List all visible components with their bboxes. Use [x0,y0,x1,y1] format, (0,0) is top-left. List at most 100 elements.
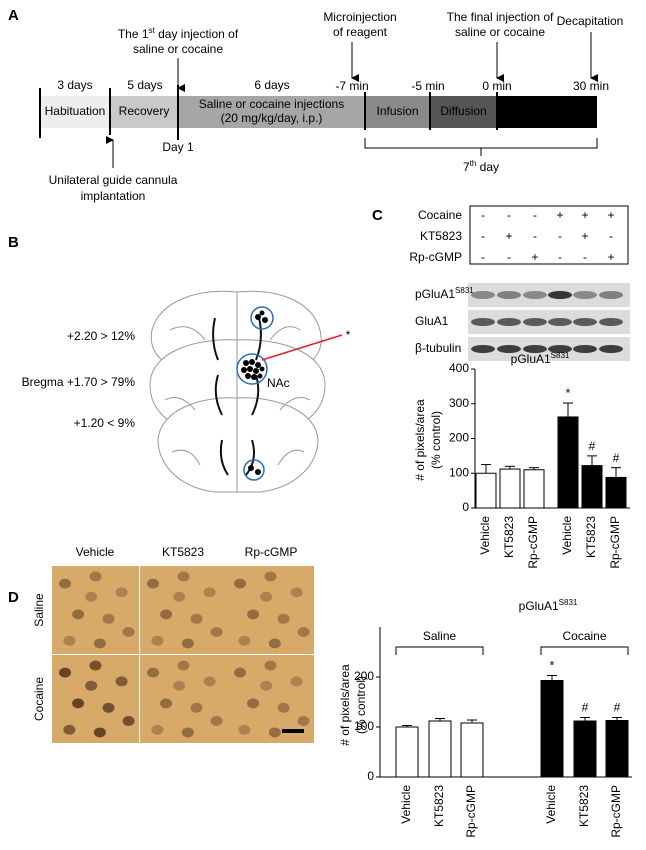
timeline-segment [430,96,497,128]
y-tick-label: 200 [354,669,374,683]
bar [540,680,564,778]
y-tick-label: 0 [462,500,469,514]
label: Saline [32,593,46,627]
blot-band [573,345,597,353]
scale-bar [282,729,304,733]
nucleus [160,609,173,620]
segment-label: Habituation [45,104,106,118]
segment-label: Recovery [119,104,170,118]
blot-band [471,291,495,299]
superscript: S831 [455,286,474,295]
x-tick-label: Vehicle [478,516,492,555]
y-axis-label: # of pixels/area [338,664,352,746]
label: 3 days [57,78,92,92]
nucleus [72,698,85,709]
nucleus [115,676,128,687]
nucleus [297,716,310,726]
blot-band [523,291,547,299]
nucleus [177,571,190,582]
x-tick-label: KT5823 [584,516,598,558]
segment-label: Infusion [376,104,418,118]
bar [499,468,521,509]
nucleus [173,680,186,691]
label: Cocaine [32,677,46,721]
bar [605,476,627,509]
label: -7 min [335,79,368,93]
label: Vehicle [76,545,115,559]
nucleus [147,578,160,589]
x-tick-label: Rp-cGMP [608,516,622,569]
nucleus [277,613,290,624]
nucleus [297,627,310,637]
treatment-sign: - [533,229,537,243]
nucleus [160,698,173,709]
significance-marker: * [566,386,571,400]
superscript: st [149,26,156,35]
nucleus [234,578,247,589]
label: +1.20 < 9% [74,416,136,430]
brain-diagram [149,290,326,493]
treatment-sign: + [581,229,588,243]
treatment-sign: - [481,208,485,222]
label: The final injection of [447,10,554,24]
group-label: Cocaine [562,629,606,643]
treatment-sign: - [481,250,485,264]
blot-band [599,345,623,353]
nucleus [72,609,85,620]
nucleus [234,667,247,678]
nucleus [93,727,106,738]
treatment-box [469,205,629,265]
y-tick-label: 0 [367,769,374,783]
bracket [364,138,598,156]
y-tick-label: 300 [449,396,469,410]
y-tick-label: 100 [449,465,469,479]
nucleus [102,702,115,713]
text-part: pGluA1 [511,352,551,366]
group-bracket [540,646,629,655]
nucleus [181,638,194,649]
nucleus [203,587,216,598]
label: implantation [81,189,146,203]
treatment-sign: + [607,208,614,222]
treatment-sign: + [556,208,563,222]
treatment-sign: - [507,208,511,222]
nucleus [290,587,303,598]
superscript: S831 [551,351,570,360]
nucleus [93,638,106,649]
blot-band [573,291,597,299]
nucleus [190,613,203,624]
label: GluA1 [415,314,449,328]
blot-band [599,291,623,299]
label: Bregma +1.70 > 79% [22,375,136,389]
blot-band [497,318,521,326]
bar [557,416,579,509]
blot-band [548,345,572,353]
blot-band [573,318,597,326]
text-part: GluA1 [415,314,449,328]
x-tick-label: Rp-cGMP [526,516,540,569]
nucleus [264,571,277,582]
nucleus [59,578,72,589]
label: * [346,328,351,342]
treatment-sign: - [533,208,537,222]
blot-band [548,318,572,326]
group-label: Saline [423,629,457,643]
label: Rp-cGMP [409,250,462,264]
chart-title: pGluA1S831 [519,598,578,614]
nucleus [173,591,186,602]
x-tick-label: Vehicle [399,785,413,824]
nucleus [177,660,190,671]
timeline-segment [497,96,597,128]
blot-band [548,291,572,299]
nucleus [63,635,76,646]
panel-label: D [8,589,19,606]
nucleus [260,680,273,691]
bar [523,469,545,509]
bar [395,726,419,778]
label: Microinjection [323,10,396,24]
panel-label: C [372,207,383,224]
nucleus [151,724,164,735]
panel-label: A [8,7,19,24]
label: The 1st day injection of [118,26,239,42]
group-bracket [395,646,484,655]
